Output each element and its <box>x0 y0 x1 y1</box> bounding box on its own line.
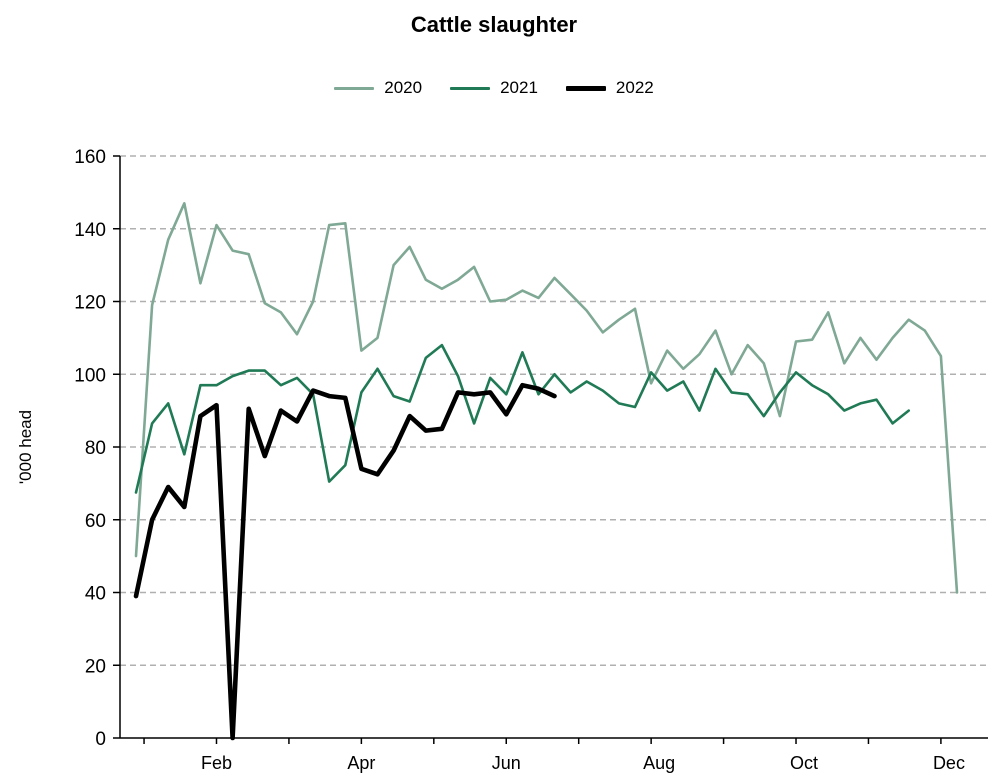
legend-item-2020: 2020 <box>334 78 422 98</box>
x-tick-label-feb: Feb <box>201 753 232 773</box>
series-lines <box>133 202 959 741</box>
y-tick-label: 60 <box>85 511 106 532</box>
legend-label-2022: 2022 <box>615 78 654 97</box>
axes: 0 20 40 60 80 100 120 140 160 Feb Apr Jun Aug Oct Dec <box>74 147 988 773</box>
legend-item-2021: 2021 <box>450 78 538 98</box>
legend-swatch-2022 <box>565 85 606 91</box>
y-tick-label: 0 <box>95 729 106 750</box>
legend-swatch-2021 <box>450 86 491 90</box>
y-tick-label: 160 <box>74 147 106 168</box>
y-tick-label: 20 <box>85 656 106 677</box>
series-line-2021 <box>134 343 910 494</box>
legend-item-2022: 2022 <box>565 78 654 98</box>
series-line-2020 <box>134 202 959 594</box>
y-tick-label: 100 <box>74 365 106 386</box>
x-tick-label-oct: Oct <box>790 753 818 773</box>
y-axis-label: '000 head <box>16 410 35 484</box>
y-tick-label: 80 <box>85 438 106 459</box>
y-tick-label: 40 <box>85 584 106 605</box>
x-tick-label-aug: Aug <box>643 753 675 773</box>
legend-label-2020: 2020 <box>384 78 423 97</box>
legend-label-2021: 2021 <box>500 78 538 97</box>
legend: 2020 2021 2022 <box>0 78 988 98</box>
y-tick-label: 120 <box>74 293 106 314</box>
x-tick-label-jun: Jun <box>492 753 521 773</box>
y-tick-label: 140 <box>74 220 106 241</box>
x-tick-label-dec: Dec <box>933 753 965 773</box>
x-tick-label-apr: Apr <box>347 753 375 773</box>
series-line-2022 <box>133 382 557 741</box>
chart-title: Cattle slaughter <box>410 12 578 37</box>
legend-swatch-2020 <box>334 86 375 90</box>
